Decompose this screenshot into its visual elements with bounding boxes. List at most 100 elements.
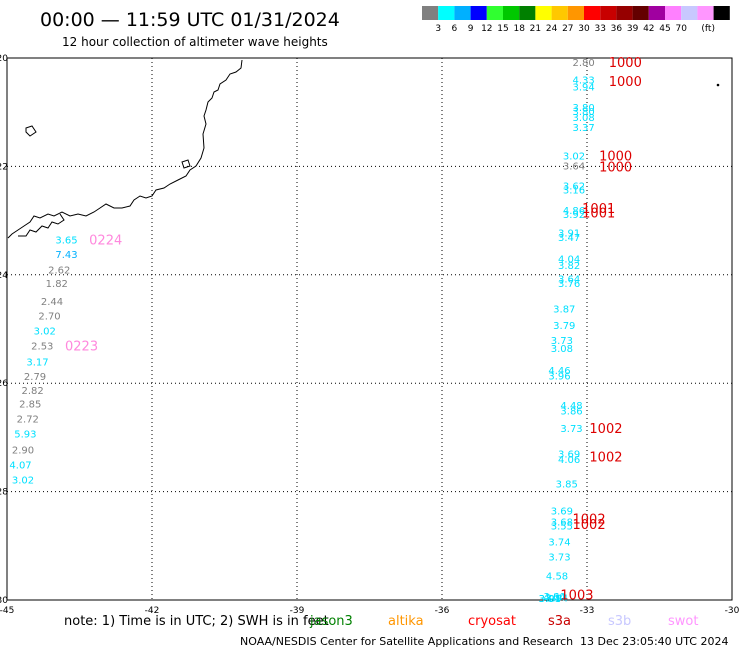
wave-height-value: 3.76: [558, 279, 580, 290]
legend-label: 30: [578, 24, 590, 34]
wave-height-value: 3.68: [551, 517, 573, 528]
wave-height-value: 3.16: [563, 186, 585, 197]
legend-label: 12: [481, 24, 492, 34]
wave-height-value: 3.73: [551, 336, 573, 347]
legend-label: 24: [546, 24, 558, 34]
legend-swatch: [665, 6, 682, 20]
legend-label: 70: [675, 24, 687, 34]
lat-tick-label: -20: [0, 54, 8, 64]
footer-timestamp: 13 Dec 23:05:40 UTC 2024: [580, 635, 728, 648]
legend-swatch: [422, 6, 439, 20]
legend-swatch: [616, 6, 633, 20]
lon-tick-label: -45: [0, 606, 14, 616]
lat-tick-label: -26: [0, 379, 8, 389]
legend-label: 15: [497, 24, 508, 34]
pressure-label: 1002: [589, 422, 622, 437]
wave-height-value: 2.70: [38, 311, 60, 322]
wave-height-value: 3.65: [55, 236, 77, 247]
legend-label: 6: [452, 24, 458, 34]
lat-tick-label: -24: [0, 271, 8, 281]
pass-time-labels: 0224 0223: [65, 234, 122, 355]
legend-label: 39: [627, 24, 639, 34]
pressure-label: 1003: [560, 589, 593, 604]
wave-height-value: 4.33: [573, 76, 595, 87]
legend-swatch: [681, 6, 698, 20]
legend-swatch: [519, 6, 536, 20]
wave-height-value: 3.91: [558, 229, 580, 240]
pressure-label: 1002: [573, 513, 606, 528]
lon-tick-label: -39: [290, 606, 305, 616]
mission-label: jason3: [309, 614, 353, 629]
wave-height-value: 2.82: [22, 386, 44, 397]
legend-swatch: [697, 6, 714, 20]
wave-height-value: 3.92: [563, 210, 585, 221]
mission-legend: jason3 altika cryosat s3a s3b swot: [309, 614, 698, 629]
coastal-inlet: [18, 213, 65, 237]
legend-swatch: [486, 6, 503, 20]
wave-height-value: 3.69: [551, 507, 573, 518]
wave-height-value: 3.94: [539, 594, 561, 605]
wave-height-value: 3.60: [544, 592, 566, 603]
legend-swatch: [503, 6, 520, 20]
wave-height-value: 3.02: [34, 327, 56, 338]
map-title: 00:00 — 11:59 UTC 01/31/2024: [40, 9, 340, 31]
wave-height-value: 2.62: [48, 265, 70, 276]
legend-swatch: [551, 6, 568, 20]
wave-height-value: 3.64: [558, 275, 580, 286]
pressure-label: 1000: [609, 56, 642, 71]
wave-height-value: 3.86: [560, 406, 582, 417]
wave-height-value: 3.17: [26, 358, 48, 369]
wave-height-value: 4.48: [560, 401, 582, 412]
pressure-label: 1000: [609, 75, 642, 90]
wave-height-value: 5.93: [14, 430, 36, 441]
pressure-label: 1001: [582, 206, 615, 221]
wave-height-value: 2.79: [24, 372, 46, 383]
wave-height-value: 3.47: [558, 233, 580, 244]
legend-swatch: [713, 6, 730, 20]
legend-swatch: [535, 6, 552, 20]
legend-unit: (ft): [701, 24, 715, 34]
wave-height-value: 3.87: [553, 304, 575, 315]
legend-swatch: [470, 6, 487, 20]
wave-height-value: 3.08: [573, 113, 595, 124]
mission-label: s3a: [548, 614, 571, 629]
legend-label: 33: [594, 24, 605, 34]
wave-height-value: 4.86: [563, 206, 585, 217]
pressure-label: 1002: [573, 518, 606, 533]
mission-label: altika: [388, 614, 424, 629]
wave-height-value: 3.82: [558, 261, 580, 272]
coastal-bay: [181, 159, 191, 169]
lon-tick-label: -42: [145, 606, 160, 616]
wave-height-value: 3.80: [573, 103, 595, 114]
legend-swatch: [438, 6, 455, 20]
mission-label: cryosat: [468, 614, 516, 629]
pass-time-label: 0224: [89, 234, 122, 249]
wave-height-value: 3.37: [573, 123, 595, 134]
wave-height-value: 3.69: [558, 450, 580, 461]
wave-height-value: 4.06: [558, 455, 580, 466]
legend-label: 18: [513, 24, 525, 34]
wave-height-value: 4.07: [9, 461, 31, 472]
legend-swatch: [600, 6, 617, 20]
legend-swatch: [632, 6, 649, 20]
coastline: [7, 59, 243, 239]
pressure-label: 1002: [589, 450, 622, 465]
buoy-dot: [716, 83, 720, 87]
wave-height-value: 1.82: [46, 279, 68, 290]
mission-label: swot: [668, 614, 698, 629]
lat-lon-grid: [7, 58, 732, 600]
wave-height-value: 3.62: [563, 181, 585, 192]
wave-height-value: 2.80: [573, 58, 595, 69]
footer-credit: NOAA/NESDIS Center for Satellite Applica…: [240, 635, 573, 648]
legend-swatch: [648, 6, 665, 20]
wave-height-value: 3.02: [563, 152, 585, 163]
wave-height-value: 3.73: [548, 553, 570, 564]
wave-height-value: 3.94: [573, 83, 595, 94]
mission-label: s3b: [608, 614, 631, 629]
lon-tick-label: -30: [725, 606, 740, 616]
pressure-label: 1000: [599, 160, 632, 175]
note-text: note: 1) Time is in UTC; 2) SWH is in fe…: [64, 614, 329, 629]
lon-tick-label: -33: [580, 606, 595, 616]
pressure-labels: 1000100010001000100110011002100210021002…: [560, 56, 641, 604]
wave-height-value: 4.46: [548, 366, 570, 377]
